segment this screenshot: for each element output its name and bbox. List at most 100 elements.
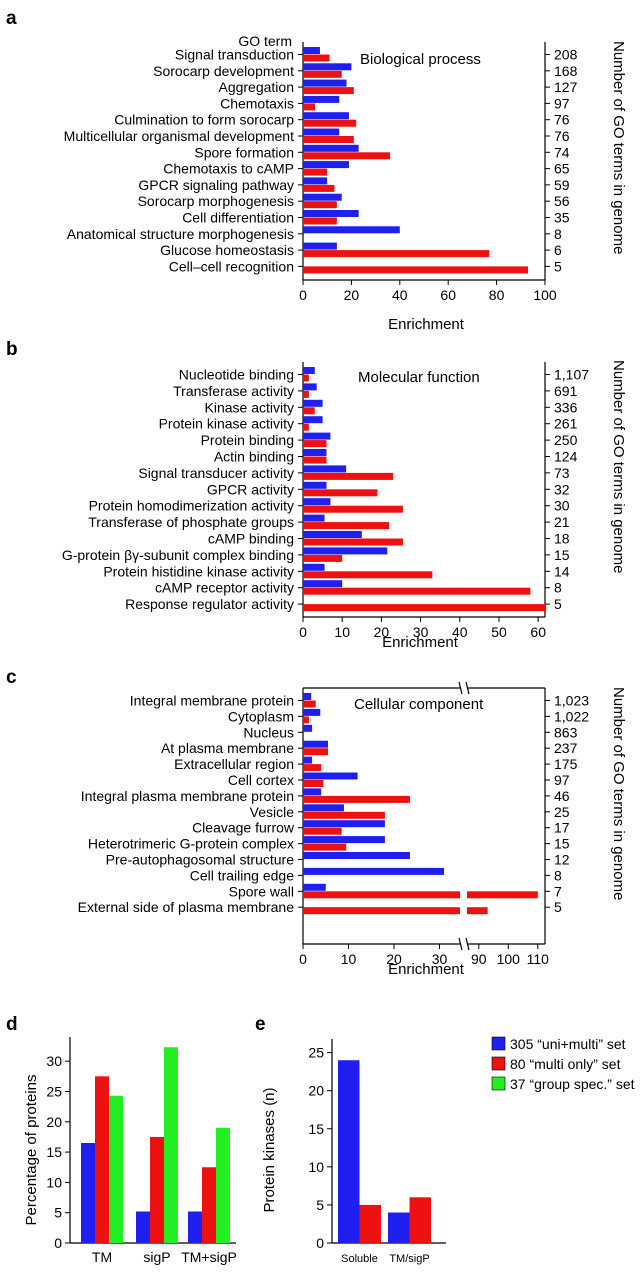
category-label-a: Anatomical structure morphogenesis [67, 226, 294, 242]
bar-c-s0 [303, 708, 321, 716]
bar-c-s0 [303, 883, 326, 891]
go-count-b: 5 [554, 596, 562, 612]
y-tick-label-d: 25 [46, 1083, 62, 1099]
bar-d-s1 [150, 1136, 164, 1243]
category-label-a: GPCR signaling pathway [138, 177, 294, 193]
go-count-b: 15 [554, 547, 570, 563]
go-count-a: 127 [554, 79, 578, 95]
bar-a-s1 [303, 250, 490, 258]
category-label-c: Cell trailing edge [190, 867, 294, 883]
go-count-a: 168 [554, 63, 578, 79]
ylabel-e: Protein kinases (n) [261, 1087, 278, 1212]
y-tick-label-e: 25 [308, 1045, 324, 1061]
bar-d-s0 [188, 1211, 202, 1243]
bar-b-s0 [303, 547, 388, 555]
bar-c-s1 [303, 795, 410, 803]
go-count-c: 1,023 [554, 693, 589, 709]
go-count-b: 32 [554, 481, 570, 497]
bar-a-s0 [303, 79, 347, 87]
bar-b-s1 [303, 522, 390, 530]
go-count-b: 73 [554, 465, 570, 481]
bar-a-s0 [303, 161, 349, 169]
category-label-a: Chemotaxis to cAMP [163, 161, 294, 177]
bar-c-s1 [303, 700, 316, 708]
category-label-c: Pre-autophagosomal structure [106, 852, 295, 868]
bar-b-s1 [303, 489, 378, 497]
x-tick-label-c: 30 [432, 951, 448, 967]
axis-break-bottom-0 [458, 937, 463, 951]
category-label-a: Cell–cell recognition [169, 258, 294, 274]
bar-b-s1 [303, 440, 327, 448]
bar-b-s1 [303, 390, 309, 398]
x-tick-label-b: 40 [452, 624, 468, 640]
x-tick-label-a: 80 [489, 287, 505, 303]
category-label-b: Transferase activity [173, 383, 294, 399]
bar-e-s1 [409, 1197, 431, 1243]
y-tick-label-d: 30 [46, 1053, 62, 1069]
y-tick-label-d: 20 [46, 1114, 62, 1130]
bar-c-s0 [303, 804, 344, 812]
category-label-c: External side of plasma membrane [78, 899, 295, 915]
panel-letter-a: a [6, 8, 17, 29]
legend-label-group-spec: 37 “group spec.” set [510, 1076, 635, 1092]
axis-break-top-0 [458, 681, 463, 695]
x-tick-label-b: 20 [374, 624, 390, 640]
bar-c-s0 [303, 724, 313, 732]
go-count-c: 237 [554, 740, 578, 756]
x-tick-label-c: 10 [341, 951, 357, 967]
x-tick-label-a: 100 [533, 287, 557, 303]
category-label-a: Signal transduction [175, 47, 294, 63]
category-label-c: Nucleus [243, 724, 294, 740]
go-count-a: 59 [554, 177, 570, 193]
bar-a-s1 [303, 168, 328, 176]
bar-a-s0 [303, 112, 349, 120]
bar-c-s0 [303, 852, 410, 859]
go-count-c: 1,022 [554, 708, 589, 724]
category-label-c: At plasma membrane [161, 740, 294, 756]
bar-b-s0 [303, 449, 327, 456]
bar-c-s0 [303, 756, 313, 764]
x-tick-label-e: Soluble [341, 1253, 378, 1265]
y-tick-label-d: 5 [54, 1205, 62, 1221]
category-label-a: Cell differentiation [182, 210, 294, 226]
category-label-b: Transferase of phosphate groups [88, 514, 294, 530]
bar-c-s1 [303, 827, 342, 835]
bar-a-s1 [303, 217, 337, 225]
bar-d-s2 [216, 1127, 230, 1243]
go-count-a: 5 [554, 258, 562, 274]
go-count-a: 97 [554, 95, 570, 111]
bar-a-s1 [303, 266, 529, 274]
x-tick-label-a: 20 [344, 287, 360, 303]
go-count-c: 12 [554, 852, 570, 868]
bar-a-s0 [303, 177, 328, 185]
axis-break-bottom-1 [465, 937, 470, 951]
panel-letter-e: e [255, 1014, 266, 1035]
category-label-b: Protein homodimerization activity [89, 498, 294, 514]
category-label-c: Cell cortex [228, 772, 294, 788]
x-tick-label-d: TM+sigP [181, 1249, 237, 1265]
bar-c-s1 [303, 780, 324, 787]
bar-e-s0 [388, 1212, 410, 1243]
x-tick-label-e: TM/sigP [389, 1253, 429, 1265]
bar-d-s1 [202, 1167, 216, 1243]
bar-b-s0 [303, 367, 315, 374]
category-label-b: Protein kinase activity [159, 416, 294, 432]
xlabel-a: Enrichment [388, 316, 465, 333]
go-count-b: 336 [554, 399, 578, 415]
go-count-b: 30 [554, 498, 570, 514]
bar-b-s0 [303, 465, 347, 473]
y-tick-label-d: 15 [46, 1144, 62, 1160]
bar-a-s1 [303, 87, 354, 95]
bar-a-s0 [303, 226, 400, 234]
category-label-a: Aggregation [218, 79, 294, 95]
category-label-a: Chemotaxis [220, 95, 294, 111]
bar-a-s1 [303, 119, 357, 127]
bar-d-s0 [136, 1211, 150, 1243]
category-label-c: Heterotrimeric G-protein complex [88, 836, 294, 852]
section-title-b: Molecular function [358, 369, 480, 386]
bar-c-s0 [303, 867, 445, 875]
category-label-c: Cytoplasm [228, 708, 294, 724]
bar-b-s1 [303, 505, 403, 513]
bar-c-s1 [303, 843, 347, 851]
bar-a-s0 [303, 128, 340, 136]
